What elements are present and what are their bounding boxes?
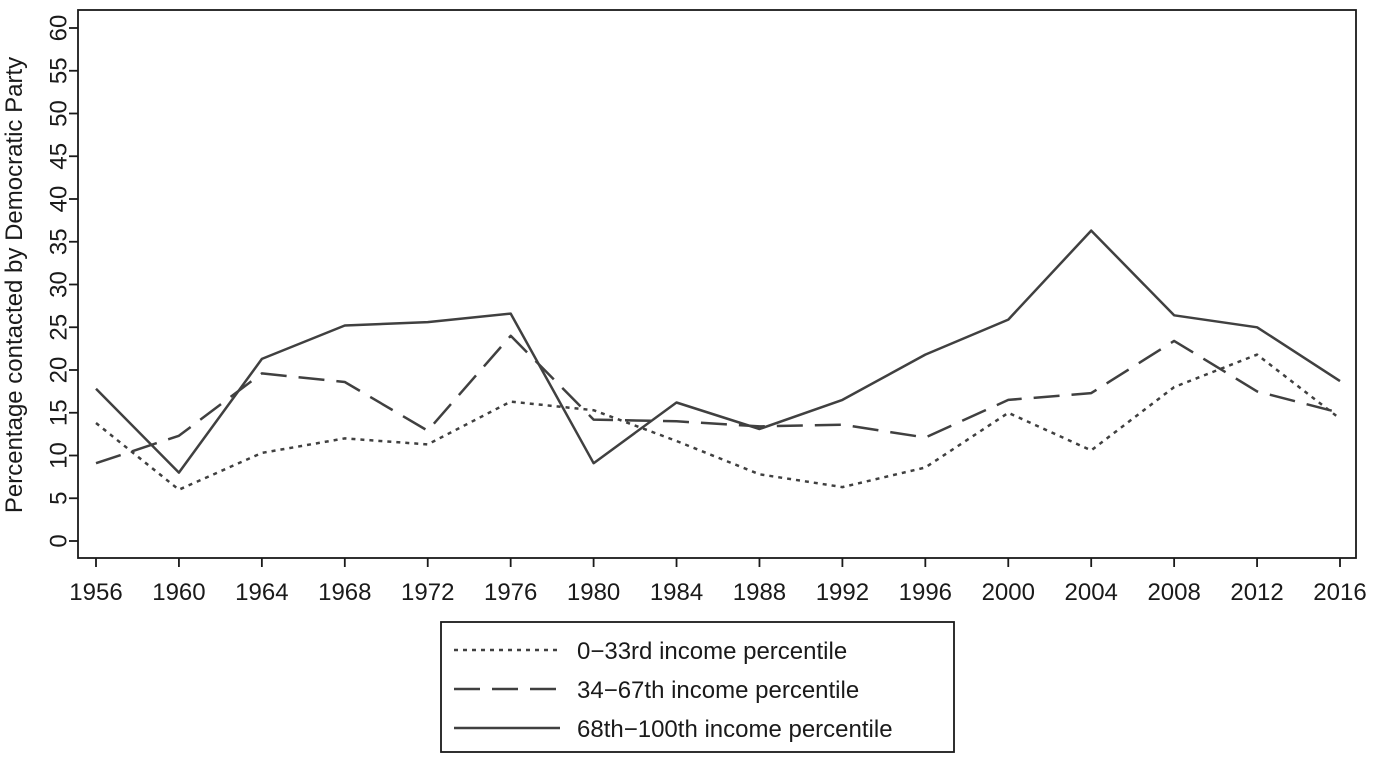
y-tick-label-50: 50 bbox=[45, 100, 72, 127]
x-tick-label-1968: 1968 bbox=[318, 579, 371, 606]
x-tick-label-2008: 2008 bbox=[1147, 579, 1200, 606]
x-axis: 1956 1960 1964 1968 1972 1976 1980 1984 1988 1992… bbox=[69, 558, 1367, 606]
x-tick-label-1996: 1996 bbox=[899, 579, 952, 606]
x-tick-label-2004: 2004 bbox=[1065, 579, 1118, 606]
y-axis: 0 5 10 15 20 25 30 35 40 45 50 55 60 bbox=[45, 15, 78, 548]
y-tick-label-25: 25 bbox=[45, 314, 72, 341]
x-tick-label-1964: 1964 bbox=[235, 579, 288, 606]
x-tick-label-1980: 1980 bbox=[567, 579, 620, 606]
x-tick-label-1992: 1992 bbox=[816, 579, 869, 606]
legend-frame bbox=[440, 621, 955, 753]
x-tick-label-1976: 1976 bbox=[484, 579, 537, 606]
legend-label-68th-100th: 68th−100th income percentile bbox=[577, 716, 893, 743]
series-line-dashed bbox=[95, 334, 1341, 465]
x-tick-label-2012: 2012 bbox=[1230, 579, 1283, 606]
y-tick-label-35: 35 bbox=[45, 228, 72, 255]
legend: 0−33rd income percentile 34−67th income … bbox=[440, 621, 955, 753]
x-tick-label-1960: 1960 bbox=[152, 579, 205, 606]
x-tick-label-2016: 2016 bbox=[1313, 579, 1366, 606]
y-tick-label-60: 60 bbox=[45, 15, 72, 42]
legend-label-34-67th: 34−67th income percentile bbox=[577, 677, 859, 704]
y-tick-label-5: 5 bbox=[45, 492, 72, 505]
x-tick-label-1984: 1984 bbox=[650, 579, 703, 606]
x-tick-label-1956: 1956 bbox=[69, 579, 122, 606]
x-tick-label-1972: 1972 bbox=[401, 579, 454, 606]
series-line-solid bbox=[95, 229, 1341, 474]
y-tick-label-55: 55 bbox=[45, 57, 72, 84]
y-tick-label-30: 30 bbox=[45, 271, 72, 298]
y-tick-label-0: 0 bbox=[45, 534, 72, 547]
x-tick-label-1988: 1988 bbox=[733, 579, 786, 606]
y-tick-label-20: 20 bbox=[45, 357, 72, 384]
y-tick-label-10: 10 bbox=[45, 442, 72, 469]
y-tick-label-40: 40 bbox=[45, 186, 72, 213]
y-tick-label-45: 45 bbox=[45, 143, 72, 170]
plot-area-frame bbox=[77, 9, 1357, 559]
y-tick-label-15: 15 bbox=[45, 399, 72, 426]
legend-label-0-33rd: 0−33rd income percentile bbox=[577, 638, 847, 665]
x-tick-label-2000: 2000 bbox=[982, 579, 1035, 606]
series-lines bbox=[95, 229, 1341, 491]
y-axis-title: Percentage contacted by Democratic Party bbox=[1, 57, 28, 513]
